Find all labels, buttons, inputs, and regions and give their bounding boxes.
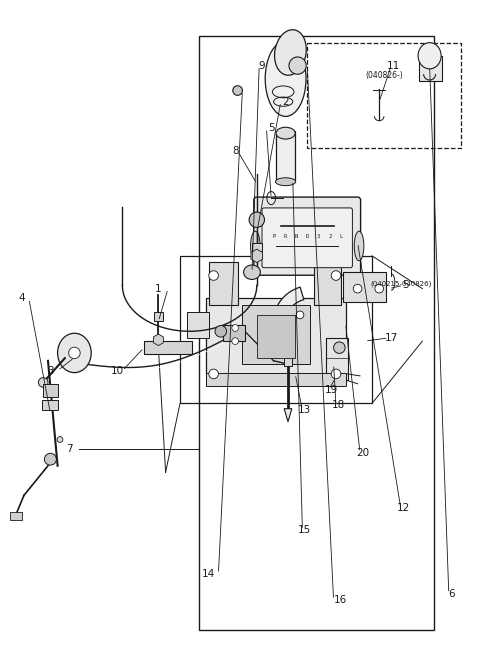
- Text: 2: 2: [328, 234, 331, 239]
- Circle shape: [331, 369, 341, 379]
- Text: 14: 14: [202, 569, 216, 579]
- Text: 10: 10: [111, 365, 124, 376]
- Bar: [223, 325, 245, 341]
- Bar: [343, 272, 386, 302]
- Text: 1: 1: [155, 283, 162, 294]
- Text: (040826-): (040826-): [365, 71, 403, 80]
- Ellipse shape: [265, 41, 306, 117]
- Bar: [43, 384, 58, 397]
- Circle shape: [331, 271, 341, 280]
- Circle shape: [233, 86, 242, 95]
- Circle shape: [232, 338, 239, 344]
- Text: R: R: [284, 234, 287, 239]
- FancyBboxPatch shape: [262, 208, 352, 268]
- Circle shape: [334, 342, 345, 354]
- Bar: [326, 338, 348, 380]
- Text: 17: 17: [384, 333, 398, 343]
- Bar: [209, 262, 238, 305]
- Text: P: P: [273, 234, 276, 239]
- Text: 12: 12: [396, 503, 410, 514]
- Text: 5: 5: [402, 280, 409, 291]
- Bar: [199, 36, 434, 630]
- Ellipse shape: [243, 265, 260, 279]
- Circle shape: [353, 284, 362, 293]
- Text: 6: 6: [448, 588, 455, 599]
- Text: 9: 9: [258, 60, 265, 71]
- Bar: [419, 56, 442, 81]
- Bar: [180, 256, 372, 403]
- Bar: [154, 312, 163, 321]
- Bar: [284, 356, 292, 366]
- Ellipse shape: [58, 333, 91, 373]
- Bar: [276, 131, 295, 180]
- Text: (040215-040826): (040215-040826): [370, 280, 432, 287]
- Bar: [307, 43, 461, 148]
- Text: 5: 5: [268, 123, 275, 133]
- Polygon shape: [284, 409, 292, 422]
- Bar: [257, 315, 295, 358]
- Text: 19: 19: [324, 384, 338, 395]
- Circle shape: [296, 311, 304, 319]
- Text: 2: 2: [282, 96, 289, 107]
- Text: 4: 4: [18, 293, 25, 304]
- Circle shape: [38, 378, 48, 387]
- Ellipse shape: [276, 127, 295, 139]
- Ellipse shape: [275, 30, 306, 75]
- FancyBboxPatch shape: [254, 197, 360, 276]
- Text: 11: 11: [387, 60, 400, 71]
- Ellipse shape: [44, 453, 57, 465]
- Text: L: L: [339, 234, 342, 239]
- Text: D: D: [306, 234, 309, 239]
- Bar: [314, 266, 341, 305]
- Text: 8: 8: [232, 146, 239, 156]
- Bar: [10, 512, 22, 520]
- Text: 7: 7: [66, 444, 73, 455]
- Circle shape: [209, 271, 218, 280]
- Ellipse shape: [251, 232, 260, 260]
- Text: 13: 13: [298, 405, 312, 415]
- Circle shape: [289, 57, 306, 74]
- Text: 16: 16: [334, 595, 348, 605]
- Polygon shape: [274, 287, 304, 356]
- Circle shape: [57, 437, 63, 442]
- Bar: [144, 341, 192, 354]
- Bar: [187, 312, 209, 338]
- Text: 3: 3: [317, 234, 320, 239]
- Text: 3: 3: [47, 365, 54, 376]
- Bar: [206, 373, 346, 386]
- Bar: [42, 400, 58, 410]
- Bar: [252, 243, 262, 251]
- Text: N: N: [295, 234, 298, 239]
- Ellipse shape: [354, 232, 364, 260]
- Circle shape: [375, 284, 384, 293]
- Text: 15: 15: [298, 525, 312, 535]
- Text: 18: 18: [332, 400, 345, 411]
- Circle shape: [209, 369, 218, 379]
- Circle shape: [215, 325, 227, 337]
- Circle shape: [249, 212, 264, 228]
- Ellipse shape: [276, 178, 296, 186]
- Circle shape: [232, 325, 239, 331]
- Bar: [206, 298, 346, 374]
- Circle shape: [69, 347, 80, 359]
- Ellipse shape: [418, 43, 441, 69]
- Text: 20: 20: [356, 447, 369, 458]
- Bar: [242, 305, 310, 364]
